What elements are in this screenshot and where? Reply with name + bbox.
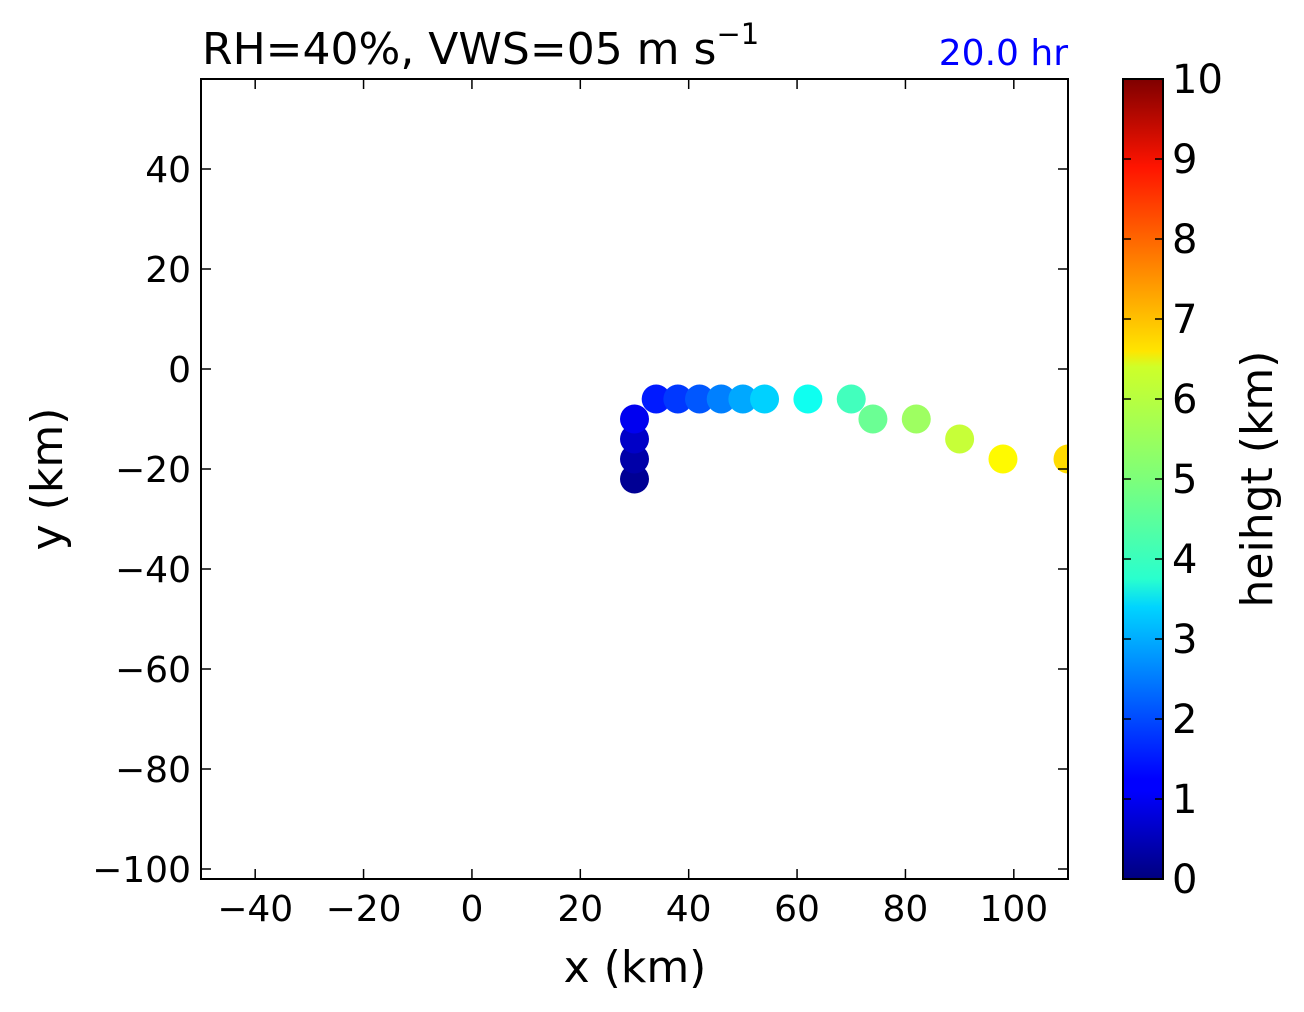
- y-tick-label: −100: [92, 850, 191, 891]
- x-tick-label: 20: [557, 889, 603, 930]
- colorbar-tick-label: 2: [1172, 697, 1197, 743]
- x-tick-label: 0: [460, 889, 483, 930]
- scatter-point: [836, 384, 866, 414]
- colorbar-ticks: 0 1 2 3 4 5 6 7 8 9 10: [1123, 57, 1223, 903]
- axis-ticks: −40 −20 0 20 40 60 80 100 40 20 0 −20 −40 −60 −80 −100: [92, 79, 1068, 930]
- plot-area-frame: [200, 78, 1069, 880]
- colorbar-tick-label: 8: [1172, 217, 1197, 263]
- x-tick-label: 100: [979, 889, 1048, 930]
- y-tick-label: 40: [145, 150, 191, 191]
- colorbar-tick-label: 4: [1172, 537, 1197, 583]
- x-tick-label: 40: [666, 889, 712, 930]
- scatter-point: [663, 384, 693, 414]
- scatter-point: [728, 384, 758, 414]
- scatter-point: [901, 404, 931, 434]
- scatter-point: [945, 424, 975, 454]
- scatter-markers: [620, 384, 1068, 494]
- y-tick-label: 20: [145, 250, 191, 291]
- x-tick-label: 80: [883, 889, 929, 930]
- colorbar-tick-label: 10: [1172, 57, 1223, 103]
- colorbar-tick-label: 5: [1172, 457, 1197, 503]
- y-tick-label: −80: [115, 750, 191, 791]
- time-annotation: 20.0 hr: [939, 33, 1068, 74]
- scatter-point: [620, 444, 649, 474]
- scatter-point: [1053, 444, 1068, 474]
- x-tick-label: 60: [774, 889, 820, 930]
- colorbar-tick-label: 6: [1172, 377, 1197, 423]
- y-tick-label: −60: [115, 650, 191, 691]
- x-axis-label: x (km): [564, 942, 707, 993]
- scatter-point: [706, 384, 736, 414]
- chart-title: RH=40%, VWS=05 m s−1: [202, 17, 759, 75]
- y-axis-label: y (km): [22, 408, 73, 551]
- scatter-point: [988, 444, 1018, 474]
- scatter-point: [750, 384, 780, 414]
- chart-title-superscript: −1: [716, 17, 759, 51]
- y-tick-label: −40: [115, 550, 191, 591]
- y-tick-label: −20: [115, 450, 191, 491]
- colorbar-tick-label: 1: [1172, 777, 1197, 823]
- scatter-point: [685, 384, 715, 414]
- scatter-point: [858, 404, 888, 434]
- scatter-point: [620, 404, 649, 434]
- x-tick-label: −40: [217, 889, 293, 930]
- colorbar-label: heihgt (km): [1232, 351, 1283, 608]
- x-tick-label: −20: [326, 889, 402, 930]
- colorbar-tick-label: 7: [1172, 297, 1197, 343]
- scatter-point: [620, 464, 649, 494]
- scatter-point: [641, 384, 671, 414]
- colorbar-tick-label: 3: [1172, 617, 1197, 663]
- colorbar-tick-label: 9: [1172, 137, 1197, 183]
- y-tick-label: 0: [168, 350, 191, 391]
- scatter-point: [793, 384, 823, 414]
- scatter-point: [620, 424, 649, 454]
- colorbar-tick-label: 0: [1172, 857, 1197, 903]
